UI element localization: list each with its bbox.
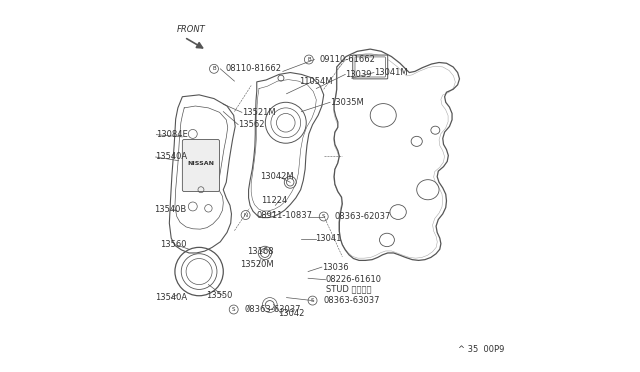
Text: 08110-81662: 08110-81662 [225,64,281,73]
Text: N: N [244,212,248,218]
Text: 13036: 13036 [322,263,349,272]
Text: 09110-61662: 09110-61662 [320,55,376,64]
Polygon shape [334,49,460,260]
Text: 13540A: 13540A [156,293,188,302]
FancyBboxPatch shape [182,140,220,192]
Polygon shape [170,95,235,253]
Text: 08363-63037: 08363-63037 [324,296,380,305]
Text: NISSAN: NISSAN [188,161,214,166]
Text: 13521M: 13521M [242,108,275,117]
Text: STUD スタッド: STUD スタッド [326,284,371,293]
Text: 13540A: 13540A [156,153,188,161]
FancyBboxPatch shape [355,57,385,77]
Text: S: S [311,298,314,303]
Text: 13560: 13560 [160,240,186,249]
FancyBboxPatch shape [353,55,388,79]
Text: FRONT: FRONT [177,25,205,33]
Text: 13035M: 13035M [330,98,364,107]
Text: 13562: 13562 [238,120,265,129]
Text: B: B [212,66,216,71]
Text: 13042: 13042 [278,309,305,318]
Text: 11224: 11224 [261,196,287,205]
Text: 13550: 13550 [207,291,233,300]
Text: 13520M: 13520M [240,260,274,269]
Text: 13540B: 13540B [154,205,187,214]
Text: 08226-61610: 08226-61610 [326,275,381,284]
Text: 11054M: 11054M [299,77,332,86]
Text: 13041: 13041 [316,234,342,243]
Text: 13042M: 13042M [260,172,294,181]
Text: S: S [232,307,236,312]
Text: 13041M: 13041M [374,68,408,77]
Text: 08363-62037: 08363-62037 [335,212,391,221]
Text: B: B [307,57,310,62]
Text: S: S [322,214,326,219]
Text: 08911-10837: 08911-10837 [257,211,313,219]
Text: ^ 35  00P9: ^ 35 00P9 [458,345,504,354]
Text: 08363-63037: 08363-63037 [245,305,301,314]
Polygon shape [248,73,324,218]
Text: 13084E: 13084E [156,130,188,139]
Text: 13168: 13168 [246,247,273,256]
Text: 13039: 13039 [346,70,372,79]
